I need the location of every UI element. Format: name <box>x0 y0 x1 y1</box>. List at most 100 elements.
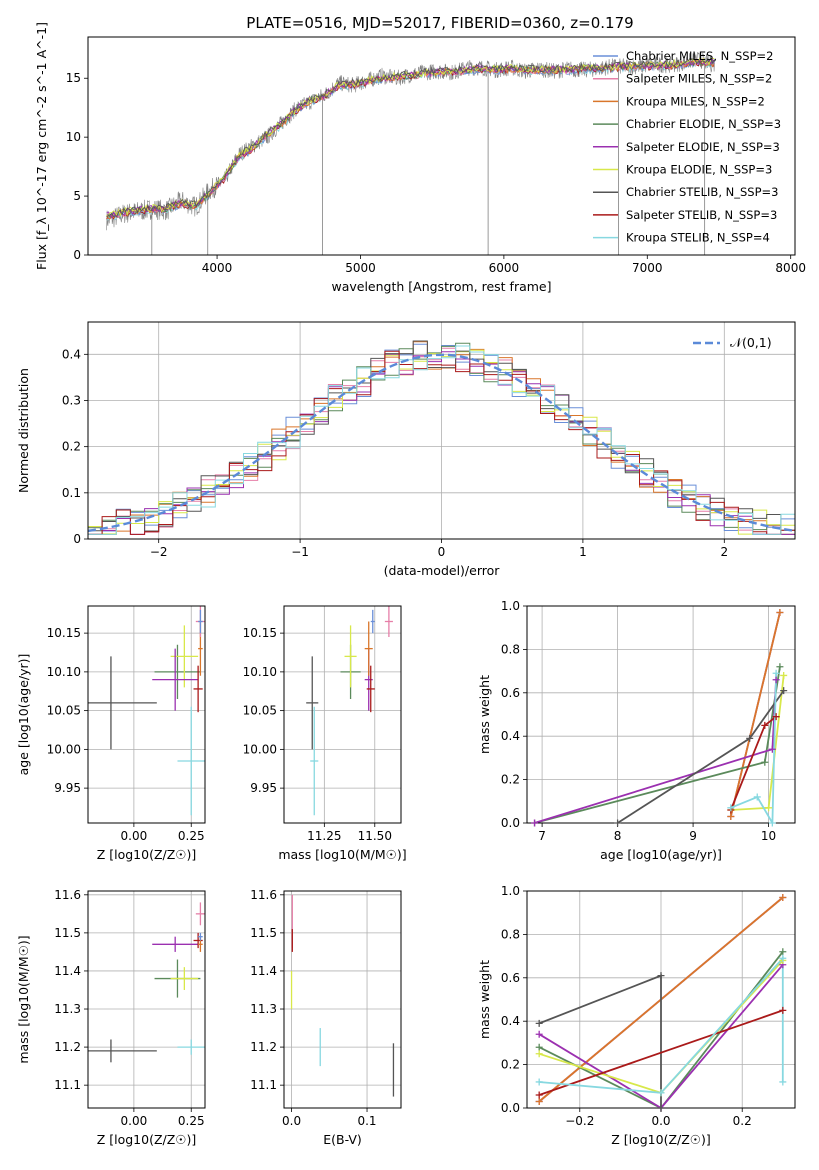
x-tick-label: −1 <box>291 545 309 559</box>
panel-residuals: −2 −1 0 1 2 0 0.1 0.2 0.3 0.4 (data-model)/error No… <box>16 321 796 578</box>
x-axis-label: (data-model)/error <box>384 563 501 578</box>
hist-chabrier_elodie <box>88 342 795 539</box>
model-line-chabrier_elodie <box>106 57 715 219</box>
axes-frame <box>526 605 796 824</box>
panel-spectrum: 4000 5000 6000 7000 8000 0 5 10 15 wavelength [An… <box>34 22 806 294</box>
model-line-salpeter_elodie <box>106 57 715 220</box>
weight-marker <box>657 1104 665 1112</box>
x-tick-label: −2 <box>150 545 168 559</box>
weight-marker <box>776 663 784 671</box>
axes-frame <box>283 890 402 1109</box>
weight-marker <box>779 894 787 902</box>
weight-marker <box>657 972 665 980</box>
x-tick-label: 0 <box>438 545 446 559</box>
y-tick-label: 1.0 <box>501 884 520 898</box>
weight-marker <box>765 804 773 812</box>
weight-marker <box>761 758 769 766</box>
y-tick-label: 10.10 <box>47 665 81 679</box>
plot-area <box>106 52 715 255</box>
y-tick-label: 0.4 <box>501 1014 520 1028</box>
y-tick-label: 10 <box>66 130 81 144</box>
y-tick-label: 11.5 <box>250 926 277 940</box>
x-tick-label: 9 <box>689 829 697 843</box>
x-tick-label: 6000 <box>489 261 520 275</box>
weight-marker <box>768 745 776 753</box>
weight-marker <box>779 1078 787 1086</box>
y-tick-label: 10.00 <box>47 742 81 756</box>
x-axis-label: Z [log10(Z/Z☉)] <box>611 1132 711 1147</box>
plot-area <box>284 891 401 1108</box>
model-line-salpeter_miles <box>106 57 715 219</box>
weight-line <box>539 955 784 1094</box>
weight-marker <box>772 713 780 721</box>
x-tick-label: 8000 <box>775 261 806 275</box>
weight-marker <box>780 671 788 679</box>
model-line-salpeter_stelib <box>106 58 715 220</box>
legend-label: Salpeter MILES, N_SSP=2 <box>626 72 772 86</box>
y-axis-label: Normed distribution <box>16 368 31 493</box>
gauss-legend-label: 𝒩(0,1) <box>730 335 772 350</box>
x-tick-label: −0.2 <box>565 1114 594 1128</box>
y-tick-label: 0.2 <box>62 440 81 454</box>
x-axis-label: age [log10(age/yr)] <box>600 847 722 862</box>
y-tick-label: 10.05 <box>243 704 277 718</box>
legend-label: Kroupa ELODIE, N_SSP=3 <box>626 163 772 177</box>
weight-marker <box>657 1089 665 1097</box>
weight-line <box>538 964 784 1108</box>
legend-label: Chabrier ELODIE, N_SSP=3 <box>626 117 781 131</box>
weight-marker <box>727 804 735 812</box>
weight-marker <box>753 793 761 801</box>
model-line-kroupa_miles <box>106 58 715 220</box>
y-tick-label: 11.1 <box>250 1078 277 1092</box>
model-line-chabrier_stelib <box>106 57 715 218</box>
y-tick-label: 11.5 <box>54 926 81 940</box>
y-axis-label: Flux [f_λ 10^-17 erg cm^-2 s^-1 A^-1] <box>34 22 49 270</box>
weight-marker <box>746 734 754 742</box>
panel-age-vs-mass: 11.25 11.50 9.95 10.00 10.05 10.10 10.15 mass [… <box>243 605 407 862</box>
y-tick-label: 0.8 <box>501 927 520 941</box>
plot-area <box>527 891 795 1108</box>
x-tick-label: 2 <box>720 545 728 559</box>
panel-mass-vs-EBV: 0.0 0.1 11.1 11.2 11.3 11.4 11.5 11.6 E(B-V) <box>250 888 402 1147</box>
x-tick-label: 0.0 <box>651 1114 670 1128</box>
y-tick-label: 5 <box>73 189 81 203</box>
x-axis-label: E(B-V) <box>323 1132 362 1147</box>
y-tick-label: 11.4 <box>54 964 81 978</box>
y-tick-label: 10.10 <box>243 665 277 679</box>
y-tick-label: 11.1 <box>54 1078 81 1092</box>
x-tick-label: 10 <box>761 829 776 843</box>
x-tick-label: 0.00 <box>121 1114 148 1128</box>
axes-frame <box>87 36 796 256</box>
gaussian-curve <box>88 353 795 533</box>
y-tick-label: 11.2 <box>54 1040 81 1054</box>
x-tick-label: 0.1 <box>357 1114 376 1128</box>
spectrum-legend: Chabrier MILES, N_SSP=2 Salpeter MILES, N… <box>593 49 781 245</box>
y-axis-label: mass weight <box>477 960 492 1039</box>
x-tick-label: 7 <box>538 829 546 843</box>
x-tick-label: 11.25 <box>307 829 341 843</box>
weight-line <box>538 1009 784 1096</box>
y-tick-label: 0.6 <box>501 971 520 985</box>
weight-marker <box>535 1078 543 1086</box>
panel-age-vs-Z: 0.00 0.25 9.95 10.00 10.05 10.10 10.15 Z [log10… <box>16 605 206 862</box>
weight-marker <box>780 687 788 695</box>
weight-marker <box>779 954 787 962</box>
weight-line <box>534 679 777 823</box>
y-tick-label: 11.6 <box>54 888 81 902</box>
axes-frame <box>87 321 796 540</box>
legend-label: Kroupa STELIB, N_SSP=4 <box>626 231 770 245</box>
legend-label: Salpeter ELODIE, N_SSP=3 <box>626 140 780 154</box>
y-tick-label: 11.3 <box>54 1002 81 1016</box>
y-tick-label: 11.3 <box>250 1002 277 1016</box>
x-tick-label: 0.0 <box>282 1114 301 1128</box>
weight-marker <box>768 819 776 827</box>
plot-area <box>88 322 795 539</box>
x-tick-label: 8 <box>614 829 622 843</box>
y-tick-label: 0.0 <box>501 816 520 830</box>
axes-frame <box>87 605 206 824</box>
x-axis-label: mass [log10(M/M☉)] <box>278 847 406 862</box>
hist-kroupa_miles <box>88 341 795 539</box>
y-tick-label: 0.0 <box>501 1101 520 1115</box>
plot-area <box>88 891 205 1108</box>
